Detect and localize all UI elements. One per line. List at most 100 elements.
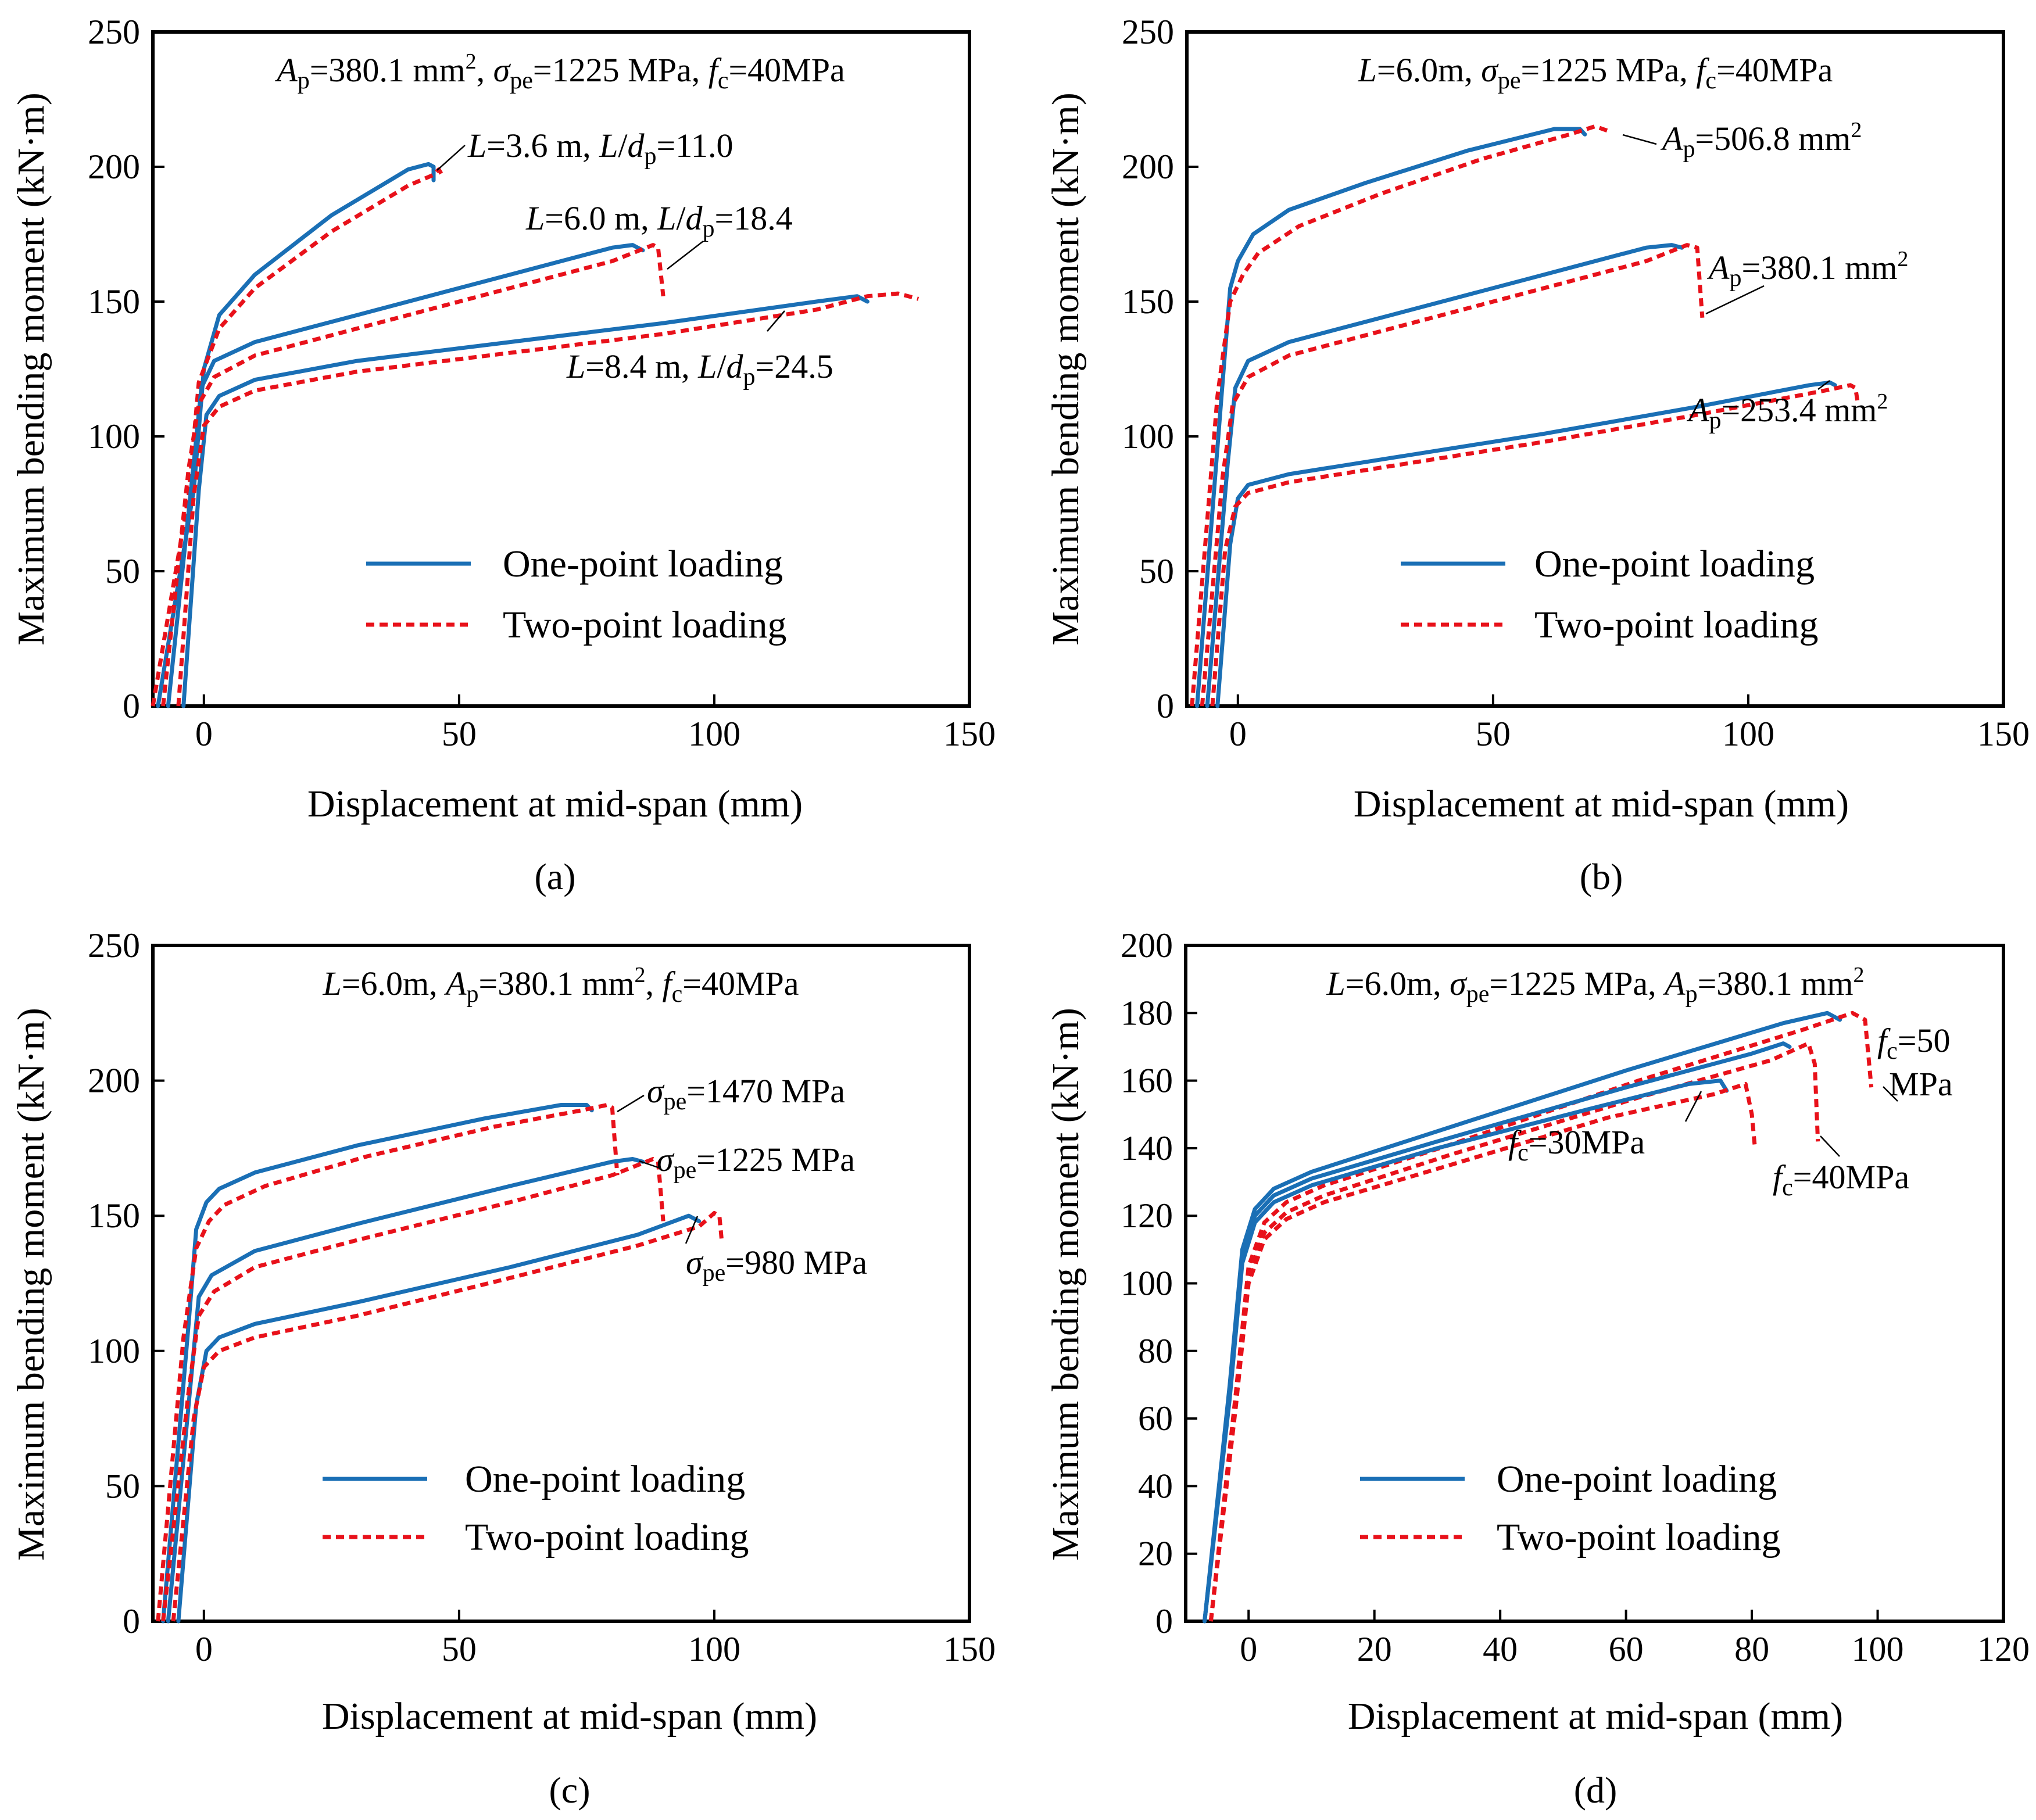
panel-d-xtick-label-5: 100	[1852, 1630, 1904, 1668]
panel-d-ytick-label-7: 140	[1121, 1129, 1173, 1167]
panel-d-leader-fc40	[1820, 1135, 1840, 1157]
panel-d-legend-label-one-point: One-point loading	[1497, 1458, 1777, 1500]
panel-d-ylabel: Maximum bending moment (kN·m)	[1044, 1008, 1087, 1560]
panel-a-legend: One-point loading Two-point loading	[366, 543, 787, 646]
panel-b-label: (b)	[1580, 856, 1623, 897]
panel-d-ytick-label-1: 20	[1138, 1535, 1173, 1573]
panel-c-legend-label-two-point: Two-point loading	[465, 1516, 749, 1559]
panel-b-series	[1190, 124, 1860, 708]
panel-d-ytick-label-2: 40	[1138, 1467, 1173, 1505]
panel-c-annot-s1470: σpe=1470 MPa	[647, 1072, 845, 1115]
panel-d-xlabel: Displacement at mid-span (mm)	[1348, 1695, 1843, 1737]
panel-c-leader-s1225	[639, 1160, 660, 1169]
panel-c-xtick-label-1: 50	[442, 1630, 477, 1668]
panel-c-label: (c)	[549, 1769, 590, 1811]
panel-d-xtick-label-3: 60	[1609, 1630, 1644, 1668]
panel-d: 0 20 40 60 80 100 120 0 20 40 60 80 100 120 140 160 180 2…	[1044, 926, 2030, 1811]
panel-b-ytick-label-2: 100	[1122, 417, 1174, 456]
panel-a-ytick-label-5: 250	[88, 13, 140, 51]
panel-b-legend-label-one-point: One-point loading	[1534, 543, 1815, 585]
panel-d-leader-fc50	[1883, 1086, 1898, 1102]
panel-b-series-5-two-point	[1210, 383, 1860, 707]
panel-c-legend-label-one-point: One-point loading	[465, 1458, 745, 1500]
panel-b-xlabel: Displacement at mid-span (mm)	[1354, 783, 1849, 825]
panel-b-annot-ap506: Ap=506.8 mm2	[1660, 118, 1862, 163]
panel-b-ytick-label-1: 50	[1139, 552, 1174, 590]
panel-b-series-3-two-point	[1200, 243, 1705, 707]
panel-c-leader-s1470	[617, 1094, 645, 1113]
panel-a-xtick-label-0: 0	[195, 715, 213, 753]
panel-a-ytick-label-0: 0	[123, 687, 140, 725]
panel-a-series-0-one-point	[156, 162, 436, 708]
panel-b-xtick-label-0: 0	[1229, 715, 1247, 753]
panel-a-leader-l36	[436, 145, 466, 171]
panel-a-series-3-two-point	[161, 243, 665, 707]
panel-a-xtick-label-3: 150	[943, 715, 996, 753]
panel-b-ytick-label-3: 150	[1122, 282, 1174, 321]
panel-b-ytick-label-4: 200	[1122, 148, 1174, 186]
panel-c-ytick-label-2: 100	[88, 1332, 140, 1370]
panel-b-ylabel: Maximum bending moment (kN·m)	[1044, 92, 1087, 645]
panel-b-xtick-label-2: 100	[1722, 715, 1774, 753]
panel-b-series-0-one-point	[1195, 127, 1587, 708]
panel-d-annot-fc40: fc=40MPa	[1773, 1158, 1909, 1201]
panel-c-ytick-label-5: 250	[88, 926, 140, 965]
panel-c-ytick-label-3: 150	[88, 1196, 140, 1235]
panel-a-plot-frame	[151, 30, 971, 708]
panel-d-xtick-label-6: 120	[1977, 1630, 2030, 1668]
panel-d-legend-label-two-point: Two-point loading	[1497, 1516, 1781, 1559]
panel-a-xtick-label-2: 100	[688, 715, 740, 753]
panel-a-label: (a)	[534, 856, 575, 897]
panel-b-header: L=6.0m, σpe=1225 MPa, fc=40MPa	[1358, 51, 1833, 94]
panel-b-legend: One-point loading Two-point loading	[1401, 543, 1819, 646]
panel-c-header: L=6.0m, Ap=380.1 mm2, fc=40MPa	[322, 963, 799, 1008]
panel-a-ylabel: Maximum bending moment (kN·m)	[10, 92, 52, 645]
panel-a-series-4-one-point	[181, 294, 869, 708]
panel-a-xtick-label-1: 50	[442, 715, 477, 753]
panel-c-ytick-label-1: 50	[105, 1467, 140, 1505]
panel-b-annot-ap380: Ap=380.1 mm2	[1706, 247, 1908, 292]
panel-d-xtick-label-0: 0	[1240, 1630, 1257, 1668]
panel-b-leader-ap253	[1817, 380, 1830, 390]
panel-a-series	[151, 162, 919, 708]
panel-c-legend: One-point loading Two-point loading	[323, 1458, 749, 1559]
panel-d-xtick-label-2: 40	[1483, 1630, 1518, 1668]
panel-c-axes: 0 50 100 150 0 50 100 150 200 250	[88, 926, 996, 1668]
panel-a-axes: 0 50 100 150 0 50 100 150 200 250	[88, 13, 996, 753]
panel-c-xtick-label-3: 150	[943, 1630, 996, 1668]
panel-c-series-1-two-point	[156, 1103, 620, 1622]
panel-a-ytick-label-2: 100	[88, 417, 140, 456]
panel-c-xtick-label-2: 100	[688, 1630, 740, 1668]
panel-d-ytick-label-8: 160	[1121, 1062, 1173, 1100]
panel-b-leader-ap380	[1705, 285, 1765, 315]
panel-a-legend-label-one-point: One-point loading	[503, 543, 783, 585]
panel-d-ytick-label-9: 180	[1121, 994, 1173, 1032]
panel-c-ytick-label-0: 0	[123, 1602, 140, 1640]
panel-d-annot-fc30: fc=30MPa	[1508, 1123, 1645, 1166]
panel-d-annot-fc50: fc=50 MPa	[1877, 1022, 1953, 1103]
panel-a-legend-label-two-point: Two-point loading	[503, 604, 787, 646]
panel-c-ylabel: Maximum bending moment (kN·m)	[10, 1008, 52, 1560]
panel-c-plot-frame	[151, 944, 971, 1623]
panel-d-series-4-one-point	[1203, 1079, 1729, 1624]
panel-c-annot-s1225: σpe=1225 MPa	[657, 1141, 855, 1184]
panel-d-series	[1203, 1011, 1874, 1624]
panel-a-ytick-label-4: 200	[88, 148, 140, 186]
panel-b-xtick-label-1: 50	[1476, 715, 1511, 753]
panel-a-annot-l36: L=3.6 m, L/dp=11.0	[467, 127, 733, 170]
panel-c-xtick-label-0: 0	[195, 1630, 213, 1668]
panel-a-leader-l60	[667, 241, 704, 270]
panel-d-label: (d)	[1574, 1769, 1618, 1811]
panel-a-series-5-two-point	[176, 291, 919, 707]
panel-a-series-2-one-point	[166, 243, 645, 708]
panel-a-leader-l84	[767, 310, 785, 332]
panel-b-axes: 0 50 100 150 0 50 100 150 200 250	[1122, 13, 2030, 753]
panel-c-annot-s980: σpe=980 MPa	[686, 1244, 867, 1287]
panel-a-annot-l60: L=6.0 m, L/dp=18.4	[525, 199, 793, 242]
panel-d-ytick-label-4: 80	[1138, 1332, 1173, 1370]
panel-b-xtick-label-3: 150	[1977, 715, 2030, 753]
panel-a-xlabel: Displacement at mid-span (mm)	[307, 783, 803, 825]
panel-a-ytick-label-3: 150	[88, 282, 140, 321]
panel-a-annot-l84: L=8.4 m, L/dp=24.5	[566, 347, 833, 390]
panel-c-series-4-one-point	[176, 1213, 702, 1624]
